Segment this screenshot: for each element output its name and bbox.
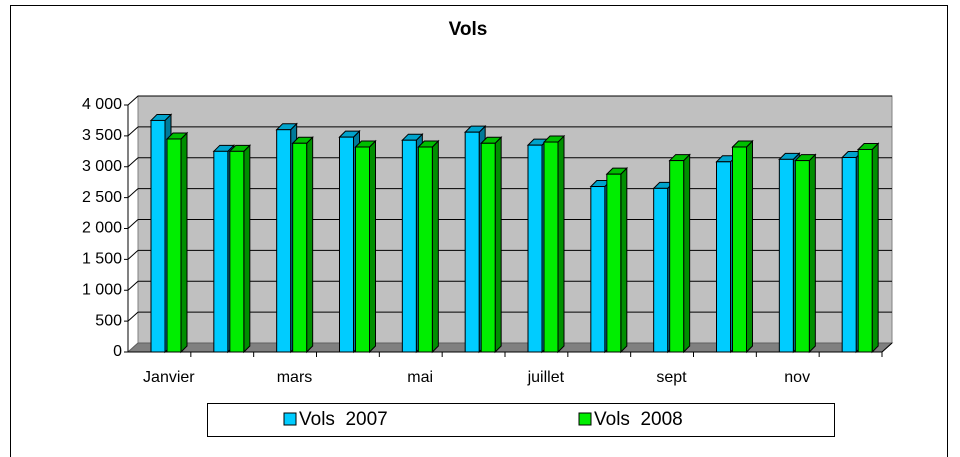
x-tick-label: mars	[277, 369, 313, 386]
chart-title: Vols	[449, 19, 488, 40]
bar-side	[808, 153, 816, 354]
y-tick-label: 500	[95, 312, 122, 329]
x-tick-label: mai	[407, 369, 433, 386]
bar	[464, 131, 480, 353]
legend-label: Vols 2008	[594, 409, 683, 430]
bar	[716, 161, 731, 353]
bar	[339, 136, 354, 353]
bar	[166, 138, 182, 353]
bar-side	[620, 166, 628, 354]
bar	[292, 142, 308, 353]
bar	[401, 139, 417, 353]
bar	[150, 119, 166, 353]
bar	[794, 160, 810, 353]
grid-line	[127, 95, 139, 106]
bar	[355, 146, 370, 353]
bar-side	[369, 139, 376, 354]
bar-side	[683, 153, 691, 354]
y-tick-label: 0	[113, 343, 122, 360]
bar	[213, 150, 229, 353]
y-tick-label: 3 500	[82, 127, 122, 144]
y-tick-label: 1 500	[82, 251, 122, 268]
y-tick-label: 2 000	[82, 220, 122, 237]
x-tick-label: Janvier	[143, 369, 195, 386]
x-axis-depth	[881, 342, 893, 353]
y-tick-label: 3 000	[82, 158, 122, 175]
grid-line	[127, 219, 139, 229]
x-tick-label: sept	[656, 369, 687, 386]
bar	[590, 186, 606, 353]
bar-side	[431, 139, 439, 354]
legend-label: Vols 2007	[299, 409, 388, 430]
bar	[857, 148, 873, 353]
grid-line	[127, 311, 139, 322]
y-tick-label: 2 500	[82, 189, 122, 206]
grid-line	[127, 280, 139, 291]
y-tick-label: 4 000	[82, 96, 122, 113]
bar	[841, 156, 857, 353]
bar	[229, 150, 245, 353]
legend	[207, 403, 835, 437]
x-tick-label: nov	[784, 369, 810, 386]
bar	[732, 146, 747, 353]
grid-line	[127, 250, 139, 260]
bar-side	[180, 131, 188, 354]
bar	[543, 141, 559, 353]
bar-side	[871, 142, 879, 354]
bar-side	[746, 139, 753, 354]
bar-side	[243, 144, 251, 354]
legend-swatch	[578, 412, 592, 426]
x-tick-label: juillet	[527, 369, 565, 386]
grid-line	[127, 157, 139, 168]
bar	[276, 129, 292, 353]
bar	[417, 146, 433, 353]
bar	[669, 160, 685, 353]
grid-line	[127, 188, 139, 198]
bar	[606, 173, 622, 353]
bar	[527, 144, 543, 353]
bar-side	[557, 134, 565, 354]
y-tick-label: 1 000	[82, 281, 122, 298]
bar	[653, 187, 669, 353]
bar-side	[306, 136, 314, 354]
bar-side	[494, 136, 502, 354]
bar	[480, 142, 496, 353]
grid-line	[127, 126, 139, 137]
bar	[778, 158, 794, 353]
legend-swatch	[283, 412, 297, 426]
